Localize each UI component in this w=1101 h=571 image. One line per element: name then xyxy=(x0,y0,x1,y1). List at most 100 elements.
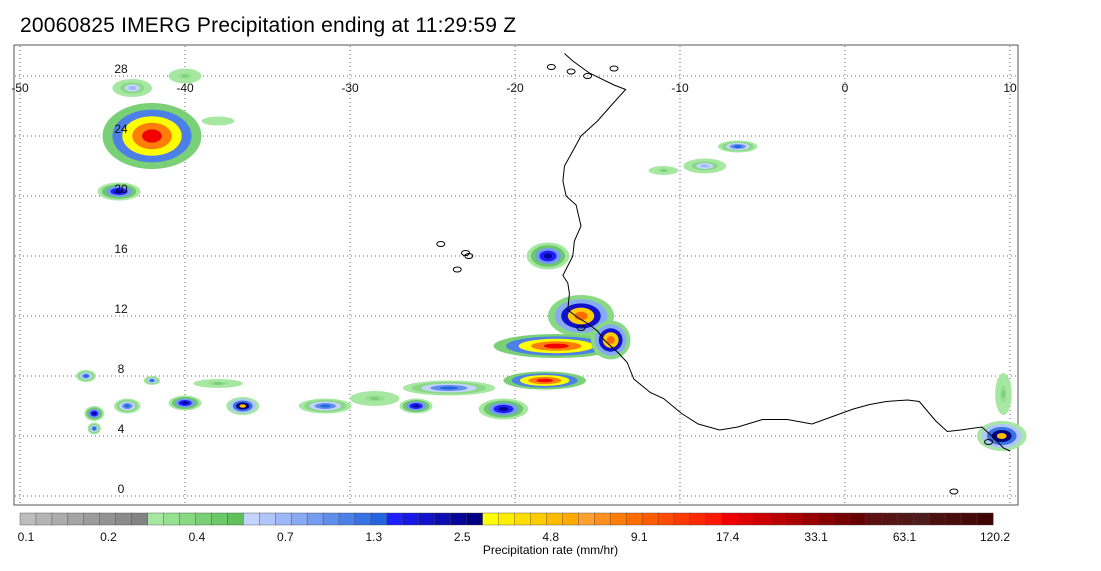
precip-contour xyxy=(700,164,710,168)
colorbar xyxy=(19,512,994,526)
precip-cell xyxy=(84,406,105,421)
precip-contour xyxy=(996,433,1007,439)
colorbar-swatch xyxy=(67,512,85,526)
precip-contour xyxy=(92,427,96,430)
map-title: 20060825 IMERG Precipitation ending at 1… xyxy=(20,14,517,37)
colorbar-swatch xyxy=(195,512,212,526)
island-outline xyxy=(464,253,474,259)
colorbar-swatch xyxy=(83,512,101,526)
colorbar-swatch xyxy=(817,512,834,526)
lon-tick-label: -40 xyxy=(176,81,194,95)
colorbar-swatch xyxy=(434,512,452,526)
colorbar-tick-label: 0.2 xyxy=(100,530,117,544)
island-outline xyxy=(461,250,470,256)
lat-tick-label: 28 xyxy=(114,62,128,76)
colorbar-swatch xyxy=(960,512,978,526)
lat-tick-label: 24 xyxy=(114,122,128,136)
precip-contour xyxy=(150,379,154,382)
colorbar-swatch xyxy=(99,512,117,526)
precip-cell xyxy=(977,421,1027,451)
lat-tick-label: 12 xyxy=(114,302,128,316)
precip-cell xyxy=(399,398,433,414)
precip-contour xyxy=(181,401,189,405)
colorbar-tick-labels: 0.1 0.2 0.4 0.7 1.3 2.5 4.8 9.1 17.4 33.1 63.1 120.… xyxy=(18,530,1011,544)
colorbar-swatch xyxy=(976,512,994,526)
precip-cell xyxy=(350,391,400,406)
colorbar-swatch xyxy=(849,512,866,526)
precip-cell xyxy=(168,68,202,84)
coastline-path xyxy=(562,53,1011,452)
island-outline xyxy=(566,68,576,75)
precip-cell xyxy=(97,182,141,201)
colorbar-tick-label: 0.7 xyxy=(277,530,294,544)
precip-cell xyxy=(717,140,758,153)
colorbar-swatch xyxy=(530,512,547,526)
precip-contour xyxy=(606,336,615,344)
precip-cell xyxy=(648,166,679,175)
precip-cell xyxy=(112,79,152,97)
precip-contour xyxy=(536,378,553,383)
precip-cell xyxy=(503,371,586,390)
colorbar-swatch xyxy=(402,512,420,526)
colorbar-swatch xyxy=(929,512,946,526)
precip-contour xyxy=(142,129,162,143)
coastline xyxy=(436,53,1011,495)
colorbar-swatch xyxy=(833,512,850,526)
colorbar-swatch xyxy=(785,512,803,526)
lat-tick-label: 16 xyxy=(114,242,128,256)
colorbar-swatch xyxy=(338,512,356,526)
colorbar-swatch xyxy=(370,512,388,526)
island-outline xyxy=(949,488,959,495)
colorbar-swatch xyxy=(354,512,372,526)
colorbar-swatch xyxy=(179,512,196,526)
precip-cell xyxy=(683,158,727,174)
colorbar-swatch xyxy=(801,512,819,526)
lon-tick-label: -10 xyxy=(671,81,689,95)
precip-cell xyxy=(143,376,161,385)
lat-tick-label: 20 xyxy=(114,182,128,196)
colorbar-swatch xyxy=(243,512,260,526)
precip-cell xyxy=(526,242,570,270)
colorbar-tick-label: 17.4 xyxy=(716,530,740,544)
island-outline xyxy=(984,439,994,445)
colorbar-swatch xyxy=(769,512,787,526)
colorbar-swatch xyxy=(306,512,324,526)
colorbar-swatch xyxy=(865,512,882,526)
precip-cell xyxy=(402,380,496,396)
colorbar-swatch xyxy=(418,512,436,526)
colorbar-swatch xyxy=(514,512,531,526)
precip-cell xyxy=(226,397,260,415)
colorbar-swatch xyxy=(721,512,739,526)
colorbar-swatch xyxy=(657,512,675,526)
precip-cell xyxy=(87,422,101,435)
colorbar-tick-label: 0.1 xyxy=(18,530,35,544)
precip-contour xyxy=(124,404,130,408)
island-outline xyxy=(583,73,593,79)
precip-contour xyxy=(439,386,459,390)
precip-cell xyxy=(168,395,202,411)
colorbar-swatch xyxy=(609,512,627,526)
colorbar-swatch xyxy=(881,512,898,526)
colorbar-swatch xyxy=(498,512,515,526)
colorbar-swatch xyxy=(705,512,723,526)
lon-tick-label: -50 xyxy=(11,81,29,95)
island-outline xyxy=(546,64,556,70)
precip-contour xyxy=(181,74,189,78)
colorbar-swatch xyxy=(322,512,340,526)
colorbar-swatch xyxy=(19,512,37,526)
colorbar-swatch xyxy=(466,512,484,526)
precip-contour xyxy=(543,253,553,259)
colorbar-swatch xyxy=(386,512,404,526)
colorbar-swatch xyxy=(275,512,292,526)
island-outline xyxy=(576,325,586,331)
colorbar-swatch xyxy=(913,512,930,526)
lat-tick-label: 4 xyxy=(118,422,125,436)
colorbar-tick-label: 0.4 xyxy=(189,530,206,544)
colorbar-swatch xyxy=(753,512,771,526)
lon-tick-label: -30 xyxy=(341,81,359,95)
latitude-tick-labels: 28 24 20 16 12 8 4 0 xyxy=(114,62,128,496)
colorbar-swatch xyxy=(131,512,149,526)
island-outline xyxy=(609,65,619,72)
precip-contour xyxy=(114,189,124,194)
